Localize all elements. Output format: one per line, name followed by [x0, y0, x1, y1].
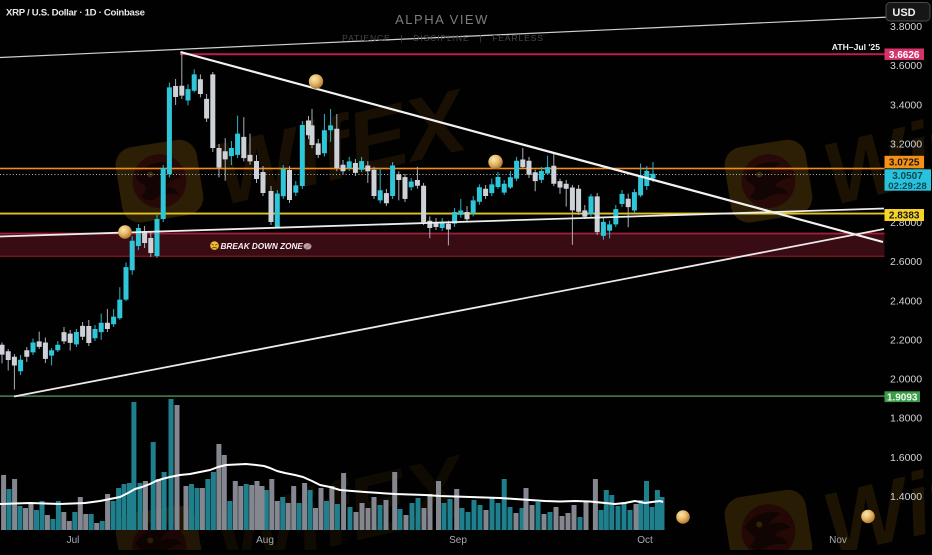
svg-text:02:29:28: 02:29:28	[888, 181, 927, 192]
svg-text:3.6000: 3.6000	[890, 60, 922, 72]
svg-text:1.6000: 1.6000	[890, 452, 922, 464]
svg-text:3.6626: 3.6626	[889, 50, 920, 61]
svg-text:ATH–Jul ′25: ATH–Jul ′25	[832, 42, 880, 52]
svg-text:3.8000: 3.8000	[890, 21, 922, 33]
svg-text:Aug: Aug	[256, 535, 274, 546]
svg-text:2.0000: 2.0000	[890, 374, 922, 386]
svg-text:Nov: Nov	[829, 535, 847, 546]
svg-text:2.2000: 2.2000	[890, 334, 922, 346]
svg-text:3.0725: 3.0725	[889, 158, 920, 169]
svg-text:USD: USD	[892, 7, 915, 19]
svg-text:XRP / U.S. Dollar · 1D · Coinb: XRP / U.S. Dollar · 1D · Coinbase	[6, 8, 145, 19]
svg-text:2.6000: 2.6000	[890, 256, 922, 268]
svg-text:1.8000: 1.8000	[890, 413, 922, 425]
svg-text:2.4000: 2.4000	[890, 295, 922, 307]
svg-text:2.8383: 2.8383	[889, 211, 920, 222]
svg-text:3.2000: 3.2000	[890, 138, 922, 150]
svg-text:Oct: Oct	[637, 535, 653, 546]
svg-text:ALPHA VIEW: ALPHA VIEW	[395, 12, 489, 27]
svg-text:Sep: Sep	[449, 535, 467, 546]
svg-text:Jul: Jul	[67, 535, 80, 546]
svg-text:PATIENCE | DISCIPLINE |: PATIENCE | DISCIPLINE | FEARLESS	[342, 33, 544, 43]
svg-text:BREAK DOWN ZONE: BREAK DOWN ZONE	[221, 242, 304, 251]
svg-text:1.9093: 1.9093	[887, 392, 918, 403]
svg-text:3.0507: 3.0507	[892, 171, 923, 182]
svg-text:3.4000: 3.4000	[890, 99, 922, 111]
svg-text:1.4000: 1.4000	[890, 491, 922, 503]
